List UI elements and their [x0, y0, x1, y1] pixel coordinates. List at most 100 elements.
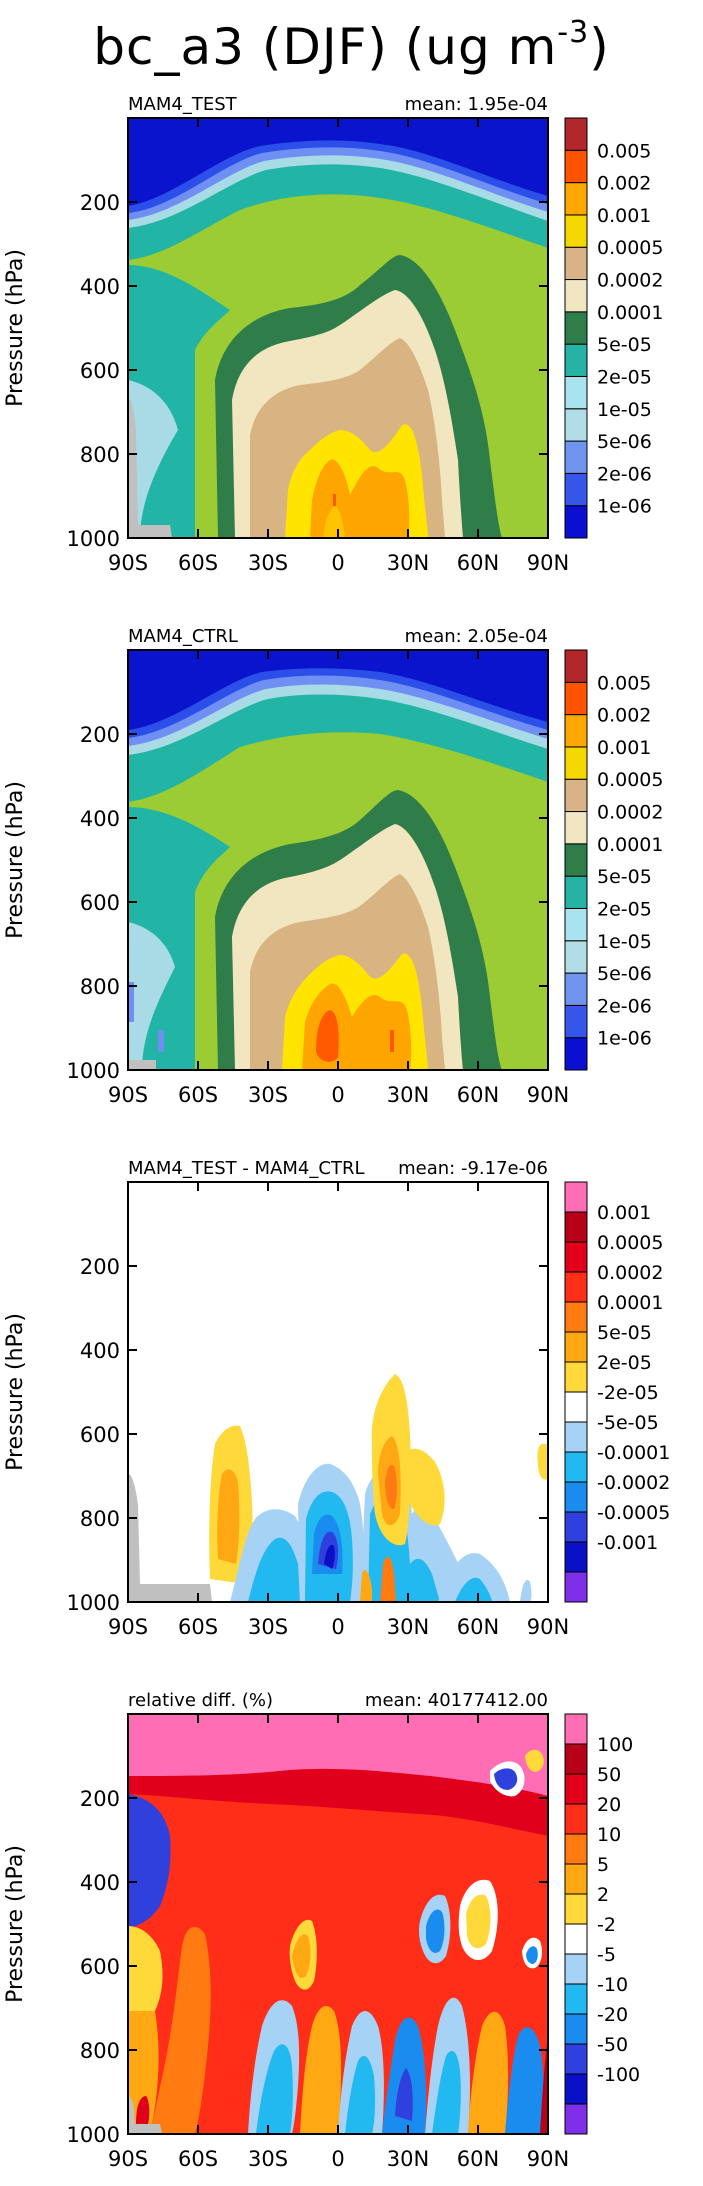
x-tick-label: 30N — [387, 551, 429, 575]
contour-field — [128, 1714, 548, 2134]
x-tick-label: 0 — [331, 1615, 344, 1639]
x-tick-label: 60N — [457, 2147, 499, 2171]
colorbar-swatch — [564, 117, 588, 151]
colorbar-swatch — [564, 940, 588, 974]
colorbar-label: -0.0005 — [597, 1502, 670, 1524]
contour-field — [128, 1182, 548, 1602]
axis-ticks: 90S 60S 30S 0 30N 60N 90N 200 400 600 800 1000 Press… — [3, 118, 569, 575]
y-tick-label: 600 — [80, 1423, 120, 1447]
panel-left-label: relative diff. (%) — [128, 1690, 273, 1711]
colorbar-label: 5 — [597, 1854, 609, 1876]
y-axis-label: Pressure (hPa) — [3, 1845, 28, 2003]
colorbar-swatch — [564, 907, 588, 942]
x-tick-label: 90N — [527, 1615, 569, 1639]
colorbar-label: 0.0002 — [597, 1262, 663, 1284]
colorbar-swatch — [564, 182, 588, 216]
y-tick-label: 400 — [80, 1871, 120, 1895]
colorbar-label: 2e-05 — [597, 366, 652, 388]
colorbar-swatch — [564, 1923, 588, 1955]
colorbar-label: -0.0001 — [597, 1442, 670, 1464]
colorbar-label: 2e-06 — [597, 463, 652, 485]
x-tick-label: 60S — [178, 1083, 218, 1107]
y-tick-label: 1000 — [67, 1059, 120, 1083]
axis-ticks: 90S 60S 30S 0 30N 60N 90N 200 400 600 800 1000 Press… — [3, 1182, 569, 1639]
colorbar-swatch — [564, 1803, 588, 1835]
colorbar-swatch — [564, 1331, 588, 1363]
y-tick-label: 600 — [80, 891, 120, 915]
x-tick-label: 60N — [457, 1615, 499, 1639]
colorbar-label: 5e-05 — [597, 1322, 652, 1344]
colorbar-label: -5 — [597, 1944, 616, 1966]
colorbar-swatch — [564, 440, 588, 474]
x-tick-label: 60N — [457, 1083, 499, 1107]
colorbar-swatch — [564, 2013, 588, 2045]
colorbar-label: 1e-06 — [597, 1028, 652, 1050]
colorbar-label: 10 — [597, 1824, 621, 1846]
colorbar-swatch — [564, 843, 588, 877]
y-tick-label: 200 — [80, 191, 120, 215]
colorbar-label: -50 — [597, 2034, 628, 2056]
colorbar-label: 0.0001 — [597, 834, 663, 856]
colorbar: 0.001 0.0005 0.0002 0.0001 5e-05 2e-05 -2e-05 -… — [564, 1181, 670, 1603]
colorbar-swatch — [564, 1451, 588, 1483]
y-tick-label: 800 — [80, 2039, 120, 2063]
colorbar-label: -5e-05 — [597, 1412, 659, 1434]
panel-left-label: MAM4_CTRL — [128, 626, 238, 647]
colorbar-swatch — [564, 1004, 588, 1039]
colorbar-swatch — [564, 1241, 588, 1273]
y-tick-label: 200 — [80, 723, 120, 747]
colorbar-swatch — [564, 1893, 588, 1925]
x-tick-label: 90S — [108, 551, 148, 575]
contour-field — [128, 118, 548, 538]
colorbar: 0.005 0.002 0.001 0.0005 0.0002 0.0001 5e-05 2e… — [564, 117, 663, 539]
title-close: ) — [589, 18, 610, 76]
panel-left-label: MAM4_TEST - MAM4_CTRL — [128, 1158, 364, 1179]
x-tick-label: 30S — [248, 2147, 288, 2171]
colorbar-label: 0.0005 — [597, 237, 663, 259]
colorbar-swatch — [564, 375, 588, 410]
x-tick-label: 30S — [248, 1083, 288, 1107]
colorbar-swatch — [564, 2103, 588, 2135]
colorbar-label: 0.002 — [597, 705, 651, 727]
colorbar-swatch — [564, 1301, 588, 1333]
x-tick-label: 90N — [527, 1083, 569, 1107]
colorbar-swatch — [564, 246, 588, 281]
colorbar-label: -0.001 — [597, 1532, 658, 1554]
colorbar-swatch — [564, 972, 588, 1006]
colorbar-swatch — [564, 1481, 588, 1513]
y-tick-label: 400 — [80, 1339, 120, 1363]
colorbar-label: 0.001 — [597, 737, 651, 759]
panel-right-label: mean: 2.05e-04 — [405, 626, 548, 647]
colorbar: 100 50 20 10 5 2 -2 -5 -10 -20 -50 -100 — [564, 1713, 640, 2135]
colorbar-swatch — [564, 1511, 588, 1543]
axis-ticks: 90S 60S 30S 0 30N 60N 90N 200 400 600 800 1000 Press… — [3, 650, 569, 1107]
colorbar-swatch — [564, 279, 588, 313]
x-tick-label: 30N — [387, 1615, 429, 1639]
x-tick-label: 30N — [387, 1083, 429, 1107]
colorbar-swatch — [564, 1037, 588, 1071]
y-tick-label: 200 — [80, 1787, 120, 1811]
colorbar-label: 0.0001 — [597, 302, 663, 324]
x-tick-label: 30S — [248, 1615, 288, 1639]
colorbar-swatch — [564, 311, 588, 345]
x-tick-label: 0 — [331, 1083, 344, 1107]
x-tick-label: 60S — [178, 551, 218, 575]
x-tick-label: 90S — [108, 2147, 148, 2171]
colorbar-swatch — [564, 1181, 588, 1213]
colorbar-label: 0.0002 — [597, 802, 663, 824]
x-tick-label: 60N — [457, 551, 499, 575]
colorbar-label: 0.002 — [597, 173, 651, 195]
x-tick-label: 0 — [331, 2147, 344, 2171]
colorbar-label: 0.005 — [597, 672, 651, 694]
colorbar-label: 2 — [597, 1884, 609, 1906]
colorbar-label: -10 — [597, 1974, 628, 1996]
x-tick-label: 90N — [527, 551, 569, 575]
x-tick-label: 30N — [387, 2147, 429, 2171]
colorbar-label: -20 — [597, 2004, 628, 2026]
colorbar-swatch — [564, 1271, 588, 1303]
y-tick-label: 800 — [80, 1507, 120, 1531]
colorbar-swatch — [564, 714, 588, 748]
colorbar-swatch — [564, 1571, 588, 1603]
panel-ctrl: 90S 60S 30S 0 30N 60N 90N 200 400 600 800 1000 Press… — [3, 626, 663, 1107]
panel-right-label: mean: -9.17e-06 — [398, 1158, 548, 1179]
